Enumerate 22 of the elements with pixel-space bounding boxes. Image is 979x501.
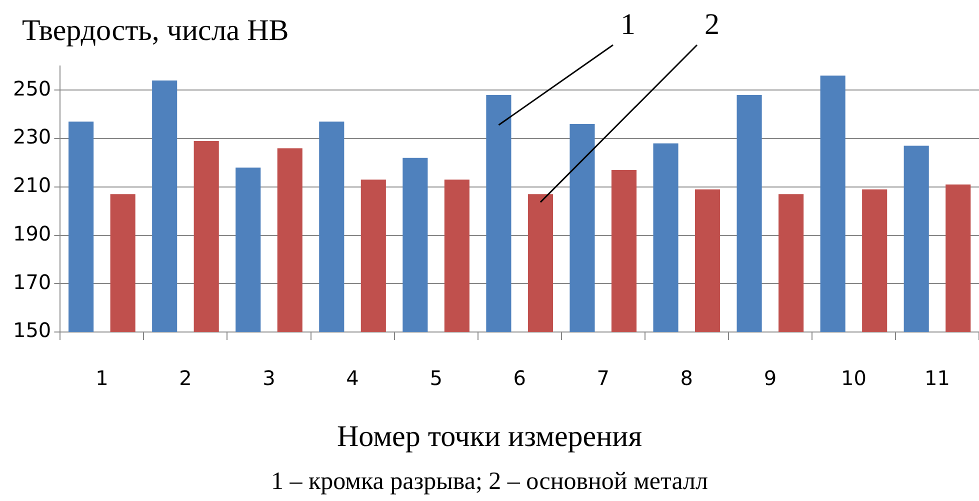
y-tick-label: 250	[12, 76, 52, 100]
x-axis-title: Номер точки измерения	[336, 420, 644, 454]
y-tick-label: 170	[12, 270, 52, 294]
x-tick-label: 2	[179, 366, 192, 390]
y-axis-title: Твердость, числа HB	[22, 14, 289, 48]
x-tick-label: 5	[430, 366, 442, 390]
x-tick-label: 4	[346, 366, 359, 390]
text: 1 – кромка разрыва; 2 – основной металл	[270, 468, 709, 496]
x-tick-label: 1	[96, 366, 108, 390]
x-tick-label: 8	[680, 366, 694, 390]
y-tick-label: 190	[12, 221, 52, 246]
x-tick-label: 6	[513, 366, 526, 390]
text: 2	[704, 8, 720, 41]
text: 1	[620, 8, 636, 41]
x-tick-label: 3	[262, 366, 276, 390]
x-tick-label: 7	[596, 366, 610, 390]
x-tick-label: 10	[840, 366, 866, 390]
x-tick-label: 11	[924, 366, 950, 390]
y-tick-label: 230	[12, 124, 52, 149]
y-tick-label: 150	[12, 318, 52, 342]
x-tick-label: 9	[764, 366, 777, 390]
y-tick-label: 210	[12, 173, 52, 198]
